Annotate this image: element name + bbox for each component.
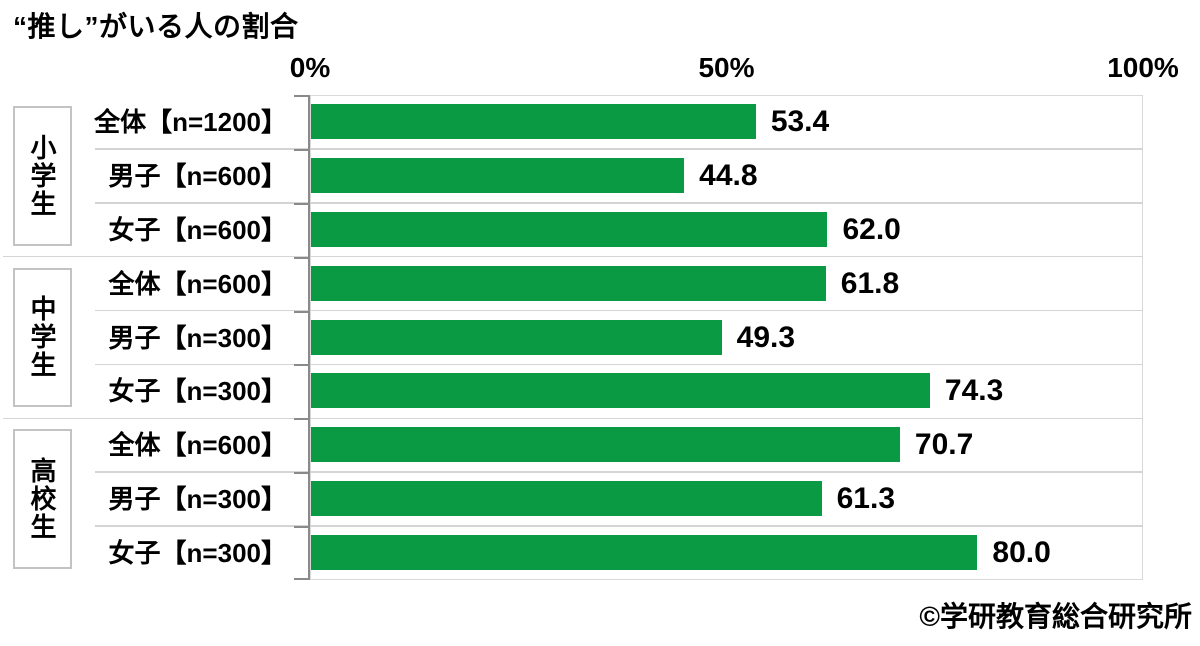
row-label: 全体【n=600】 xyxy=(108,268,287,299)
y-axis-tick xyxy=(294,256,310,259)
bar-value-label: 61.8 xyxy=(840,266,900,300)
bar xyxy=(311,157,685,193)
group-separator-line xyxy=(3,255,1143,258)
group-label: 小学生 xyxy=(27,133,57,218)
y-axis-tick xyxy=(294,526,310,529)
bar-value-label: 44.8 xyxy=(699,158,758,192)
y-axis-tick xyxy=(294,418,310,421)
row-label: 全体【n=1200】 xyxy=(94,107,287,137)
y-axis-tick xyxy=(294,472,310,475)
row-label: 男子【n=600】 xyxy=(108,160,287,191)
bar xyxy=(311,535,978,571)
bar xyxy=(311,319,722,355)
bar xyxy=(311,427,900,463)
y-axis-line xyxy=(308,95,310,580)
row-label: 男子【n=300】 xyxy=(108,322,287,353)
row-label: 女子【n=300】 xyxy=(108,538,287,569)
bar xyxy=(311,211,828,247)
row-separator-line xyxy=(95,148,1143,150)
bar xyxy=(311,481,822,517)
group-box: 中学生 xyxy=(13,267,72,408)
y-axis-tick xyxy=(294,202,310,205)
row-label: 全体【n=600】 xyxy=(108,430,287,461)
row-label: 男子【n=300】 xyxy=(108,484,287,515)
group-box: 小学生 xyxy=(13,106,72,246)
x-axis-tick-label: 0% xyxy=(289,52,331,83)
group-label: 高校生 xyxy=(27,457,57,542)
y-axis-tick xyxy=(294,95,310,97)
row-separator-line xyxy=(95,363,1143,366)
row-separator-line xyxy=(95,471,1143,473)
row-label: 女子【n=600】 xyxy=(108,214,287,245)
row-separator-line xyxy=(95,525,1143,527)
y-axis-tick xyxy=(294,148,310,151)
bar-value-label: 62.0 xyxy=(842,212,901,246)
bar xyxy=(311,104,756,139)
bar xyxy=(311,265,826,301)
x-axis-tick-label: 100% xyxy=(1107,52,1179,83)
row-separator-line xyxy=(95,309,1143,312)
bar-value-label: 74.3 xyxy=(944,374,1004,408)
y-axis-tick xyxy=(294,364,310,367)
y-axis-tick xyxy=(294,578,310,580)
bar-value-label: 49.3 xyxy=(736,320,796,354)
y-axis-tick xyxy=(294,310,310,313)
group-label: 中学生 xyxy=(27,295,57,380)
bar-value-label: 80.0 xyxy=(992,536,1051,570)
bar-value-label: 61.3 xyxy=(836,482,896,516)
chart-title: “推し”がいる人の割合 xyxy=(13,11,299,42)
copyright-credit: ©学研教育総合研究所 xyxy=(919,601,1192,632)
x-axis-tick-label: 50% xyxy=(698,52,755,83)
row-separator-line xyxy=(95,202,1143,204)
row-label: 女子【n=300】 xyxy=(108,376,287,407)
bar-value-label: 53.4 xyxy=(770,105,830,138)
bar-value-label: 70.7 xyxy=(914,428,974,462)
bar xyxy=(311,373,930,409)
group-separator-line xyxy=(3,417,1143,420)
group-box: 高校生 xyxy=(13,429,72,569)
